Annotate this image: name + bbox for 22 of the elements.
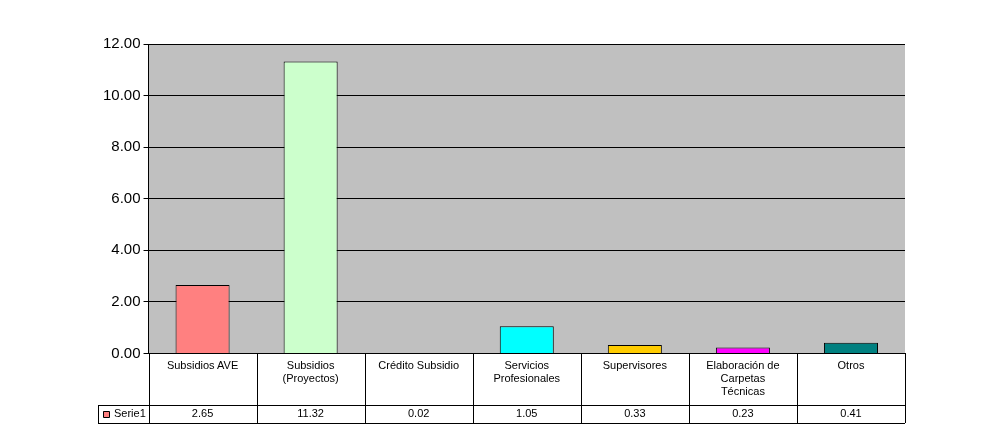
x-tick-label: Subsidios (Proyectos) bbox=[282, 359, 339, 385]
data-label: 1.05 bbox=[516, 407, 538, 420]
x-tick-label: Elaboración de Carpetas Técnicas bbox=[706, 359, 780, 398]
y-tick-label: 4.00 bbox=[111, 240, 141, 258]
legend-label: Serie1 bbox=[114, 407, 146, 420]
x-tick-label: Servicios Profesionales bbox=[493, 359, 561, 385]
data-label: 0.33 bbox=[624, 407, 646, 420]
x-tick-label: Crédito Subsidio bbox=[378, 359, 460, 372]
y-tick-label: 2.00 bbox=[111, 291, 141, 309]
y-tick-label: 6.00 bbox=[111, 188, 141, 206]
y-tick-label: 8.00 bbox=[111, 137, 141, 155]
data-label: 0.02 bbox=[407, 407, 430, 420]
y-tick-label: 12.00 bbox=[102, 34, 141, 52]
y-tick-label: 10.00 bbox=[102, 85, 141, 103]
data-label: 0.23 bbox=[732, 407, 754, 420]
x-tick-label: Subsidios AVE bbox=[166, 359, 239, 372]
data-label: 0.41 bbox=[840, 407, 862, 420]
data-label: 11.32 bbox=[297, 407, 324, 420]
y-tick-label: 0.00 bbox=[111, 343, 141, 361]
data-label: 2.65 bbox=[191, 407, 214, 420]
x-tick-label: Otros bbox=[837, 359, 865, 372]
x-tick-label: Supervisores bbox=[602, 359, 668, 372]
